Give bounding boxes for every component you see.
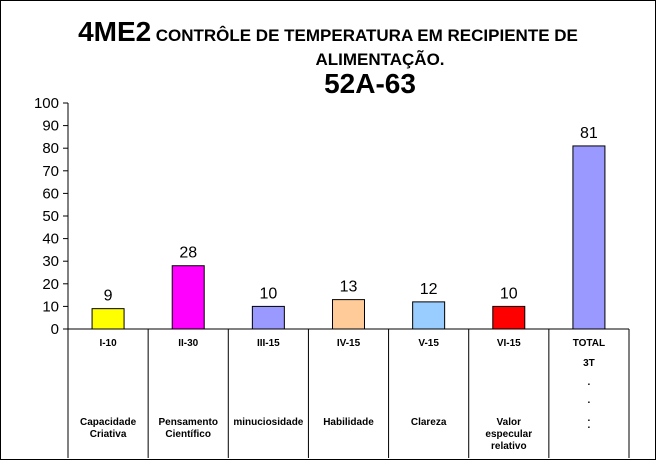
category-name: Habilidade bbox=[323, 417, 374, 428]
y-tick-label: 20 bbox=[42, 276, 59, 293]
chart-title-main: CONTRÔLE DE TEMPERATURA EM RECIPIENTE DE bbox=[155, 26, 578, 45]
bar-value-label: 13 bbox=[340, 279, 358, 296]
y-tick-label: 70 bbox=[42, 163, 59, 180]
y-tick-label: 90 bbox=[42, 118, 59, 135]
chart-title-line2: ALIMENTAÇÃO. bbox=[315, 50, 445, 69]
x-tick-label: VI-15 bbox=[497, 338, 521, 349]
category-name: Valor bbox=[497, 417, 522, 428]
x-tick-label: IV-15 bbox=[337, 338, 361, 349]
chart-title-line1: 4ME2 CONTRÔLE DE TEMPERATURA EM RECIPIEN… bbox=[0, 16, 656, 48]
x-tick-label: I-10 bbox=[99, 338, 117, 349]
y-tick-label: 60 bbox=[42, 185, 59, 202]
bar bbox=[332, 299, 365, 330]
bar-value-label: 81 bbox=[580, 125, 598, 142]
bar bbox=[492, 305, 526, 330]
x-tick-label: II-30 bbox=[178, 338, 198, 349]
y-tick-label: 100 bbox=[34, 95, 59, 112]
chart-title-code: 4ME2 bbox=[78, 16, 152, 47]
category-name: relativo bbox=[491, 441, 527, 452]
bar-value-label: 10 bbox=[500, 285, 518, 302]
category-name: Capacidade bbox=[80, 417, 137, 428]
x-tick-dot: . bbox=[588, 377, 591, 388]
x-tick-label: TOTAL bbox=[573, 338, 605, 349]
y-tick-label: 30 bbox=[42, 253, 59, 270]
bar bbox=[572, 145, 606, 330]
x-tick-label-row2: 3T bbox=[583, 358, 595, 369]
bar-value-label: 12 bbox=[420, 281, 438, 298]
bar bbox=[91, 308, 125, 330]
x-tick-label: V-15 bbox=[418, 338, 439, 349]
category-name: Criativa bbox=[90, 429, 127, 440]
chart-subtitle: 52A-63 bbox=[324, 68, 416, 99]
y-tick-label: 40 bbox=[42, 231, 59, 248]
category-name: Pensamento bbox=[158, 417, 217, 428]
x-tick-label: III-15 bbox=[257, 338, 280, 349]
category-name: especular bbox=[485, 429, 532, 440]
y-tick-label: 10 bbox=[42, 298, 59, 315]
category-name: minuciosidade bbox=[233, 417, 303, 428]
bar bbox=[171, 265, 205, 330]
category-name: Clareza bbox=[411, 417, 447, 428]
x-tick-dot: . bbox=[588, 395, 591, 406]
category-name: . bbox=[588, 420, 591, 431]
y-tick-label: 50 bbox=[42, 208, 59, 225]
bar bbox=[251, 305, 285, 330]
x-tick-dot: . bbox=[588, 413, 591, 424]
bar bbox=[412, 301, 446, 330]
bar-value-label: 28 bbox=[179, 245, 197, 262]
y-tick-label: 0 bbox=[51, 321, 59, 338]
y-tick-label: 80 bbox=[42, 140, 59, 157]
category-name: Científico bbox=[165, 429, 211, 440]
bar-value-label: 9 bbox=[104, 288, 113, 305]
bar-value-label: 10 bbox=[259, 285, 277, 302]
